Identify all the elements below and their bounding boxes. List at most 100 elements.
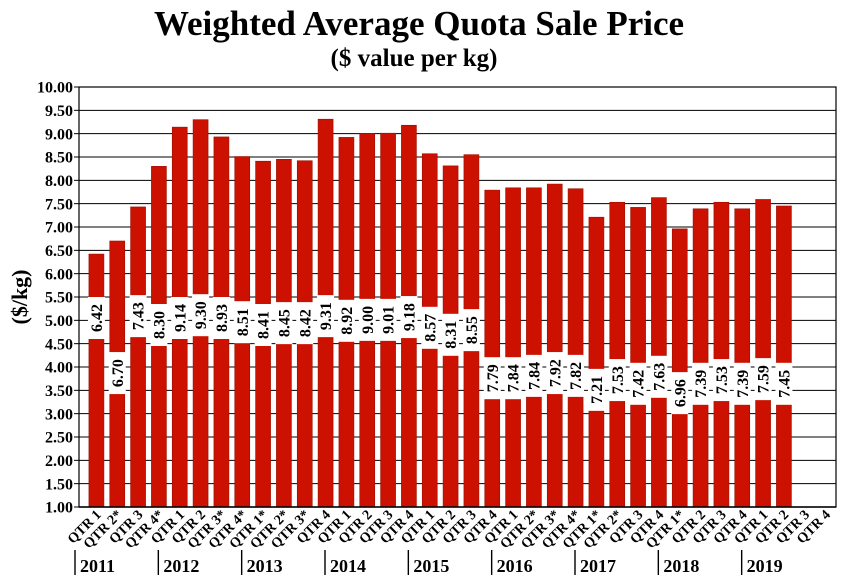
data-label: 7.63 xyxy=(652,363,669,391)
bar xyxy=(526,187,542,508)
data-label: 8.42 xyxy=(297,309,314,337)
y-tick-label: 1.00 xyxy=(45,500,73,517)
data-label: 7.79 xyxy=(485,364,502,392)
data-label-box xyxy=(442,313,460,356)
y-tick-label: 1.50 xyxy=(45,476,73,493)
data-label-box xyxy=(525,354,543,397)
data-label: 8.41 xyxy=(256,311,273,339)
data-label-box xyxy=(254,304,272,346)
data-label-box xyxy=(483,357,501,400)
bar xyxy=(651,197,667,508)
data-label-box xyxy=(108,352,126,395)
data-label: 7.92 xyxy=(547,359,564,387)
data-label: 7.82 xyxy=(568,362,585,390)
data-label: 7.59 xyxy=(756,365,773,393)
y-tick-label: 4.00 xyxy=(45,360,73,377)
year-label: 2019 xyxy=(747,556,783,575)
data-label: 8.51 xyxy=(235,308,252,336)
data-label-box xyxy=(400,296,418,339)
y-tick-label: 3.50 xyxy=(45,383,73,400)
bar xyxy=(588,216,605,508)
year-label: 2016 xyxy=(497,556,533,575)
data-label-box xyxy=(358,298,376,341)
data-label-box xyxy=(212,297,230,339)
data-label: 9.18 xyxy=(402,303,419,331)
data-label: 9.14 xyxy=(172,304,189,332)
data-label: 6.70 xyxy=(110,359,127,387)
y-tick-label: 6.50 xyxy=(45,243,73,260)
data-label: 7.53 xyxy=(610,366,627,394)
year-label: 2017 xyxy=(580,556,616,575)
y-tick-label: 7.50 xyxy=(45,196,73,213)
data-label-box xyxy=(87,297,105,339)
bar xyxy=(130,206,146,508)
data-label-box xyxy=(296,302,314,345)
year-label: 2018 xyxy=(663,556,699,575)
data-label: 9.31 xyxy=(318,302,335,330)
y-tick-label: 8.00 xyxy=(45,173,73,190)
data-label-box xyxy=(546,352,564,395)
data-label: 7.39 xyxy=(693,370,710,398)
data-label-box xyxy=(317,295,335,338)
data-labels: 6.42 6.70 7.43 8.30 9.14 9.30 8.93 8.51 8.41 8.45… xyxy=(87,294,794,415)
data-label-box xyxy=(192,294,210,337)
data-label: 7.84 xyxy=(527,362,544,390)
data-label-box xyxy=(608,359,626,402)
y-tick-label: 10.00 xyxy=(37,80,73,97)
data-label-box xyxy=(504,357,522,400)
bar xyxy=(671,228,688,508)
year-label: 2013 xyxy=(247,556,283,575)
data-label: 7.42 xyxy=(631,370,648,398)
y-tick-label: 3.00 xyxy=(45,406,73,423)
bar xyxy=(546,183,563,508)
bar xyxy=(755,199,771,508)
data-label: 8.31 xyxy=(443,321,460,349)
year-label: 2012 xyxy=(163,556,199,575)
y-tick-label: 7.00 xyxy=(45,220,73,237)
data-label-box xyxy=(171,297,189,339)
data-label-box xyxy=(754,358,772,401)
data-label: 7.84 xyxy=(506,364,523,392)
y-tick-label: 2.50 xyxy=(45,430,73,447)
data-label: 8.45 xyxy=(277,309,294,337)
y-axis-title: ($/kg) xyxy=(7,270,32,325)
data-label-box xyxy=(233,301,251,344)
data-label: 7.39 xyxy=(735,370,752,398)
bar xyxy=(505,187,521,508)
data-label-box xyxy=(712,359,730,402)
y-tick-label: 5.00 xyxy=(45,313,73,330)
y-tick-label: 5.50 xyxy=(45,290,73,307)
data-label-box xyxy=(275,302,293,345)
y-tick-label: 9.50 xyxy=(45,103,73,120)
data-label-box xyxy=(337,299,355,342)
year-label: 2014 xyxy=(330,556,366,575)
data-label: 7.43 xyxy=(131,302,148,330)
data-label: 9.30 xyxy=(193,301,210,329)
data-label: 7.21 xyxy=(589,376,606,404)
bar xyxy=(88,253,105,508)
data-label: 7.45 xyxy=(777,370,794,398)
data-label-box xyxy=(150,304,168,346)
data-label-box xyxy=(775,362,793,405)
data-label-box xyxy=(629,362,647,405)
bar xyxy=(484,189,501,508)
y-tick-label: 9.00 xyxy=(45,126,73,143)
data-label-box xyxy=(733,362,751,405)
y-axis: 1.00 1.50 2.00 2.50 3.00 3.50 4.00 4.50 5.00 5.50… xyxy=(37,80,79,517)
bar xyxy=(609,201,626,508)
data-label-box xyxy=(567,354,585,397)
data-label-box xyxy=(650,355,668,398)
chart-subtitle: ($ value per kg) xyxy=(331,45,498,72)
data-label-box xyxy=(587,368,605,411)
data-label: 9.01 xyxy=(381,306,398,334)
data-label: 8.55 xyxy=(464,316,481,344)
data-label-box xyxy=(379,298,397,341)
data-label: 8.92 xyxy=(339,307,356,335)
y-tick-label: 8.50 xyxy=(45,150,73,167)
bar xyxy=(692,208,709,508)
y-tick-label: 6.00 xyxy=(45,266,73,283)
data-label-box xyxy=(671,372,689,415)
y-tick-label: 4.50 xyxy=(45,336,73,353)
data-label-box xyxy=(462,309,480,352)
